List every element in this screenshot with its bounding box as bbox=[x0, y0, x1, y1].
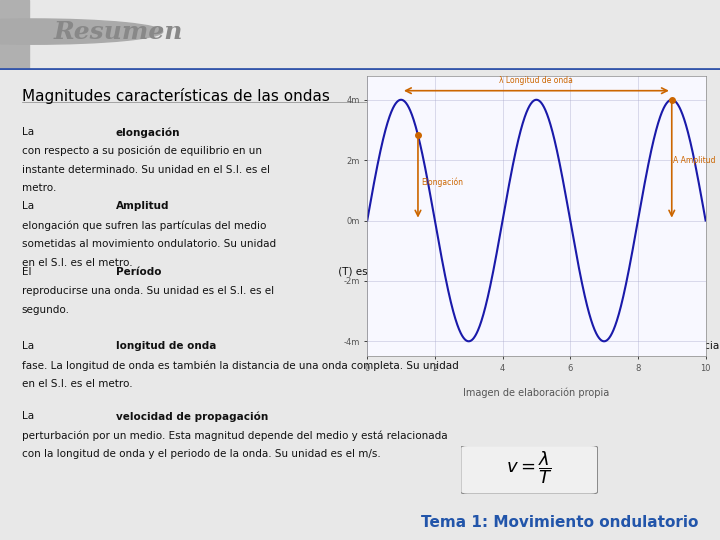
Circle shape bbox=[0, 19, 163, 44]
Text: λ Longitud de onda: λ Longitud de onda bbox=[500, 76, 573, 85]
Text: La: La bbox=[22, 201, 37, 212]
Text: en el S.I. es el metro.: en el S.I. es el metro. bbox=[22, 379, 132, 389]
Text: (T) es el tiempo que tarda en volver a: (T) es el tiempo que tarda en volver a bbox=[335, 267, 535, 277]
Text: La: La bbox=[22, 127, 37, 137]
Text: (y) es la separación de un punto: (y) es la separación de un punto bbox=[428, 127, 601, 138]
Text: El: El bbox=[22, 267, 35, 277]
Text: de una onda (A) es la máxima: de una onda (A) es la máxima bbox=[366, 201, 526, 212]
FancyBboxPatch shape bbox=[461, 446, 598, 494]
Text: instante determinado. Su unidad en el S.I. es el: instante determinado. Su unidad en el S.… bbox=[22, 165, 269, 174]
Text: Elongación: Elongación bbox=[421, 177, 464, 187]
Text: reproducirse una onda. Su unidad es el S.I. es el: reproducirse una onda. Su unidad es el S… bbox=[22, 286, 274, 296]
Text: con la longitud de onda y el periodo de la onda. Su unidad es el m/s.: con la longitud de onda y el periodo de … bbox=[22, 449, 380, 459]
Text: con respecto a su posición de equilibrio en un: con respecto a su posición de equilibrio… bbox=[22, 146, 261, 157]
Text: Período: Período bbox=[115, 267, 161, 277]
Text: ( λ ) es la distancia que separa dos puntos consecutivos en: ( λ ) es la distancia que separa dos pun… bbox=[616, 341, 720, 352]
Bar bbox=[0, 0, 29, 70]
Text: Magnitudes características de las ondas: Magnitudes características de las ondas bbox=[22, 87, 330, 104]
Text: La: La bbox=[22, 411, 37, 421]
Text: $v = \dfrac{\lambda}{T}$: $v = \dfrac{\lambda}{T}$ bbox=[505, 449, 553, 485]
Text: longitud de onda: longitud de onda bbox=[115, 341, 216, 352]
Text: elongación que sufren las partículas del medio: elongación que sufren las partículas del… bbox=[22, 220, 266, 231]
Text: La: La bbox=[22, 341, 37, 352]
Text: Amplitud: Amplitud bbox=[115, 201, 169, 212]
Text: Resumen: Resumen bbox=[54, 19, 184, 44]
Text: en el S.I. es el metro.: en el S.I. es el metro. bbox=[22, 258, 132, 268]
Text: Tema 1: Movimiento ondulatorio: Tema 1: Movimiento ondulatorio bbox=[421, 515, 698, 530]
Text: Imagen de elaboración propia: Imagen de elaboración propia bbox=[463, 387, 610, 398]
Text: velocidad de propagación: velocidad de propagación bbox=[115, 411, 268, 422]
Text: elongación: elongación bbox=[115, 127, 180, 138]
Text: fase. La longitud de onda es también la distancia de una onda completa. Su unida: fase. La longitud de onda es también la … bbox=[22, 360, 459, 370]
Text: A Amplitud: A Amplitud bbox=[673, 156, 716, 165]
Text: perturbación por un medio. Esta magnitud depende del medio y está relacionada: perturbación por un medio. Esta magnitud… bbox=[22, 430, 447, 441]
Text: segundo.: segundo. bbox=[22, 305, 70, 315]
Text: sometidas al movimiento ondulatorio. Su unidad: sometidas al movimiento ondulatorio. Su … bbox=[22, 239, 276, 249]
Text: metro.: metro. bbox=[22, 184, 56, 193]
